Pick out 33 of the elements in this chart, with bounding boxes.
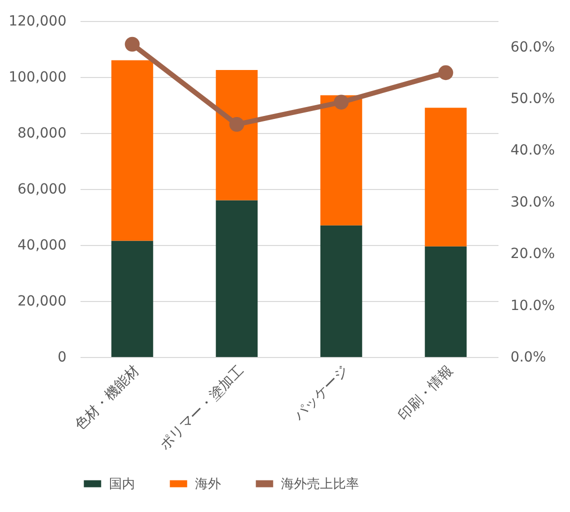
- bar: [320, 95, 362, 226]
- y-tick-label: 100,000: [8, 70, 66, 86]
- x-tick-label: 印刷・情報: [396, 362, 456, 424]
- y-tick-label: 60,000: [18, 182, 66, 198]
- y2-tick-label: 40.0%: [510, 142, 555, 159]
- y2-tick-label: 30.0%: [510, 194, 555, 210]
- x-tick-label: パッケージ: [290, 362, 352, 424]
- legend-label: 海外: [195, 476, 221, 492]
- y2-tick-label: 60.0%: [510, 39, 555, 56]
- y2-tick-label: 10.0%: [510, 298, 555, 314]
- x-tick-label: ポリマー・塗加工: [156, 362, 248, 454]
- legend-label: 海外売上比率: [281, 476, 359, 492]
- y-tick-label: 20,000: [18, 294, 66, 310]
- y-tick-label: 80,000: [18, 126, 66, 142]
- y-tick-label: 0: [58, 350, 66, 366]
- y-tick-label: 120,000: [8, 14, 66, 30]
- bar: [111, 240, 154, 357]
- bar: [424, 246, 467, 357]
- bar: [320, 225, 362, 357]
- point: [334, 94, 349, 110]
- bar: [424, 108, 467, 246]
- point: [229, 116, 244, 132]
- y-tick-label: 40,000: [18, 238, 66, 254]
- bar: [216, 200, 258, 357]
- bar: [111, 60, 154, 241]
- x-tick-label: 色材・機能材: [72, 362, 143, 434]
- point: [124, 36, 140, 52]
- y2-tick-label: 20.0%: [510, 246, 555, 262]
- legend-label: 国内: [109, 476, 135, 492]
- point: [438, 65, 454, 80]
- y2-tick-label: 50.0%: [510, 91, 555, 108]
- y2-tick-label: 0.0%: [510, 350, 546, 366]
- bar: [216, 70, 258, 200]
